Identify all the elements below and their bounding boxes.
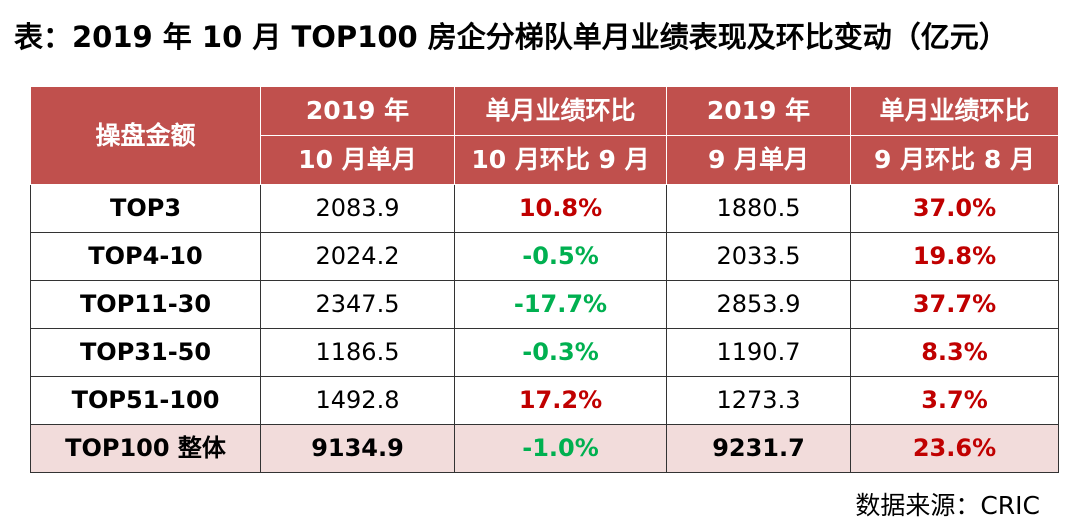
header-sep-mom-sub: 9 月环比 8 月 (850, 135, 1059, 185)
header-oct-mom-sub: 10 月环比 9 月 (454, 135, 667, 185)
oct-value: 2083.9 (260, 184, 455, 233)
oct-mom-change: -0.3% (454, 328, 667, 377)
table-row: TOP4-10 2024.2 -0.5% 2033.5 19.8% (30, 232, 1059, 281)
sep-mom-change: 23.6% (850, 424, 1059, 473)
oct-value: 9134.9 (260, 424, 455, 473)
sep-value: 1273.3 (666, 376, 851, 425)
sep-mom-change: 8.3% (850, 328, 1059, 377)
data-source: 数据来源：CRIC (855, 491, 1040, 520)
table-row: TOP11-30 2347.5 -17.7% 2853.9 37.7% (30, 280, 1059, 329)
sep-value: 9231.7 (666, 424, 851, 473)
header-sep-year: 2019 年 (666, 86, 851, 136)
sep-value: 1190.7 (666, 328, 851, 377)
sep-mom-change: 3.7% (850, 376, 1059, 425)
header-row-2: 10 月单月 10 月环比 9 月 9 月单月 9 月环比 8 月 (31, 135, 1059, 185)
table-row: TOP3 2083.9 10.8% 1880.5 37.0% (30, 184, 1059, 233)
tier-label: TOP3 (30, 184, 261, 233)
table-row: TOP31-50 1186.5 -0.3% 1190.7 8.3% (30, 328, 1059, 377)
sep-value: 2033.5 (666, 232, 851, 281)
header-row-1: 操盘金额 2019 年 单月业绩环比 2019 年 单月业绩环比 (30, 86, 1059, 185)
tier-label: TOP100 整体 (30, 424, 261, 473)
tier-label: TOP31-50 (30, 328, 261, 377)
table-row-total: TOP100 整体 9134.9 -1.0% 9231.7 23.6% (30, 424, 1059, 473)
oct-mom-change: -1.0% (454, 424, 667, 473)
header-sep-month: 9 月单月 (666, 135, 851, 185)
header-oct-year: 2019 年 (260, 86, 455, 136)
header-oct-mom-title: 单月业绩环比 (454, 86, 667, 136)
oct-value: 2024.2 (260, 232, 455, 281)
oct-value: 2347.5 (260, 280, 455, 329)
sep-value: 1880.5 (666, 184, 851, 233)
tier-label: TOP11-30 (30, 280, 261, 329)
tier-label: TOP4-10 (30, 232, 261, 281)
oct-mom-change: 17.2% (454, 376, 667, 425)
oct-mom-change: 10.8% (454, 184, 667, 233)
sep-mom-change: 37.0% (850, 184, 1059, 233)
sep-value: 2853.9 (666, 280, 851, 329)
tier-label: TOP51-100 (30, 376, 261, 425)
header-tier: 操盘金额 (30, 86, 261, 185)
performance-table: 操盘金额 2019 年 单月业绩环比 2019 年 单月业绩环比 10 月单月 … (30, 86, 1059, 473)
header-oct-month: 10 月单月 (260, 135, 455, 185)
page-title: 表：2019 年 10 月 TOP100 房企分梯队单月业绩表现及环比变动（亿元… (14, 20, 1008, 54)
oct-value: 1492.8 (260, 376, 455, 425)
sep-mom-change: 19.8% (850, 232, 1059, 281)
oct-mom-change: -17.7% (454, 280, 667, 329)
table-row: TOP51-100 1492.8 17.2% 1273.3 3.7% (30, 376, 1059, 425)
oct-value: 1186.5 (260, 328, 455, 377)
header-sep-mom-title: 单月业绩环比 (850, 86, 1059, 136)
oct-mom-change: -0.5% (454, 232, 667, 281)
sep-mom-change: 37.7% (850, 280, 1059, 329)
